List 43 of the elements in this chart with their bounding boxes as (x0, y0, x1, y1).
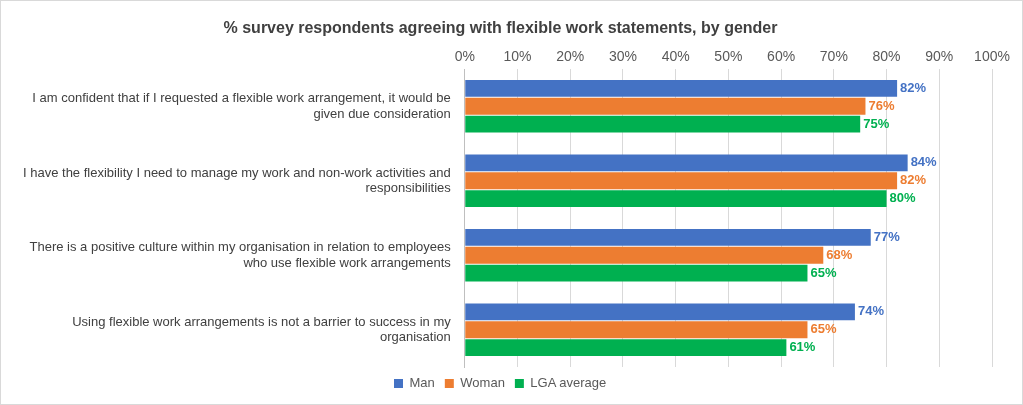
x-tick-label: 80% (872, 48, 901, 65)
bar (465, 190, 887, 208)
bar (465, 228, 871, 246)
data-label: 68% (826, 246, 853, 262)
x-tick-label: 40% (661, 48, 690, 65)
y-tick-label: Using flexible work arrangements is not a barrier to success in my organisation (72, 313, 452, 345)
data-label: 82% (900, 172, 927, 188)
y-tick-label: There is a positive culture within my organisation in relation to employees who use flexible work arrangements (29, 239, 452, 270)
y-tick-label: I have the flexibility I need to manage my work and non-work activities and responsibilities (22, 164, 452, 196)
chart-title: % survey respondents agreeing with flexible work statements, by gender (223, 19, 778, 37)
legend-label: Man (409, 375, 435, 391)
data-label: 77% (873, 228, 901, 244)
data-label: 82% (900, 79, 927, 95)
x-tick-label: 20% (556, 48, 585, 65)
data-label: 65% (810, 321, 837, 337)
bar (465, 97, 866, 115)
x-tick-label: 90% (925, 48, 954, 65)
legend-label: LGA average (530, 375, 607, 391)
data-label: 75% (863, 115, 890, 131)
x-tick-label: 30% (608, 48, 637, 65)
x-tick-label: 0% (454, 48, 475, 65)
bar (465, 115, 861, 133)
x-tick-label: 100% (974, 48, 1010, 65)
data-label: 61% (789, 339, 816, 355)
x-tick-label: 70% (819, 48, 848, 65)
bar (465, 79, 898, 97)
legend-label: Woman (460, 375, 505, 391)
bar (465, 172, 898, 190)
bar (465, 154, 908, 172)
bar (465, 264, 808, 282)
data-label: 74% (857, 303, 885, 319)
bar (465, 303, 855, 321)
x-tick-label: 10% (503, 48, 532, 65)
x-tick-label: 50% (714, 48, 743, 65)
data-label: 65% (810, 264, 837, 280)
bar (465, 321, 808, 339)
data-label: 80% (889, 190, 917, 206)
bar (465, 339, 787, 357)
y-tick-label: I am confident that if I requested a flexible work arrangement, it would be given due consideration (32, 90, 451, 121)
x-tick-label: 60% (767, 48, 796, 65)
data-label: 76% (868, 97, 895, 113)
data-label: 84% (910, 154, 938, 170)
bar (465, 246, 824, 264)
